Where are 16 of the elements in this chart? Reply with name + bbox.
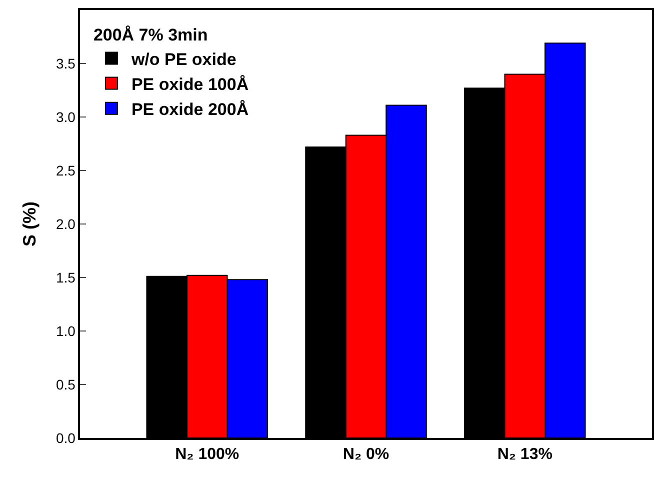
legend-title: 200Å 7% 3min bbox=[93, 26, 208, 45]
legend-label: PE oxide 100Å bbox=[131, 74, 249, 94]
x-tick-label: N₂ 0% bbox=[342, 446, 390, 463]
y-tick-label: 2.5 bbox=[56, 162, 76, 178]
x-tick-label: N₂ 13% bbox=[497, 446, 552, 463]
y-axis-title: S (%) bbox=[20, 201, 40, 246]
legend-label: w/o PE oxide bbox=[130, 50, 236, 69]
x-tick-label: N₂ 100% bbox=[175, 446, 240, 463]
y-tick-label: 2.0 bbox=[56, 216, 76, 232]
legend-label: PE oxide 200Å bbox=[131, 100, 249, 120]
y-tick-label: 1.5 bbox=[56, 269, 76, 286]
y-tick-label: 3.0 bbox=[56, 108, 76, 125]
y-tick-label: 0.0 bbox=[56, 430, 76, 446]
y-tick-label: 0.5 bbox=[56, 376, 76, 392]
y-tick-label: 3.5 bbox=[56, 55, 76, 72]
y-tick-label: 1.0 bbox=[56, 322, 76, 339]
